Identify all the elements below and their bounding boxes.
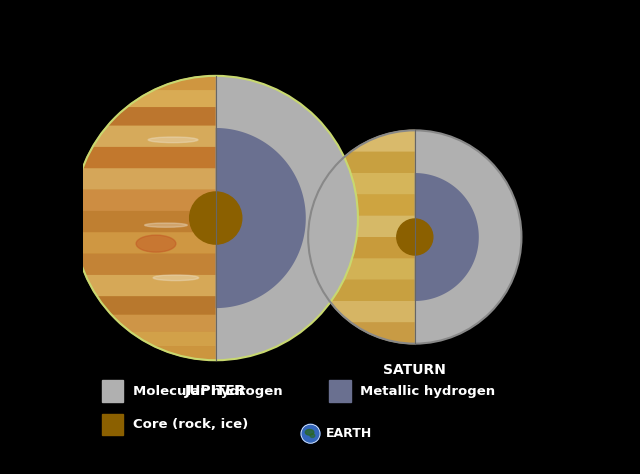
Ellipse shape	[148, 137, 198, 143]
Ellipse shape	[310, 434, 315, 438]
Polygon shape	[330, 301, 415, 322]
Ellipse shape	[153, 275, 198, 281]
Polygon shape	[74, 76, 216, 360]
Polygon shape	[127, 90, 216, 107]
Polygon shape	[216, 128, 306, 308]
Polygon shape	[308, 216, 415, 237]
Polygon shape	[154, 346, 216, 360]
Bar	[102, 380, 124, 402]
Polygon shape	[97, 296, 216, 315]
Text: Metallic hydrogen: Metallic hydrogen	[360, 384, 495, 398]
Bar	[330, 380, 351, 402]
Polygon shape	[415, 173, 479, 301]
Polygon shape	[330, 152, 415, 173]
Polygon shape	[308, 237, 415, 258]
Text: JUPITER: JUPITER	[185, 384, 246, 398]
Polygon shape	[154, 76, 216, 90]
Text: Core (rock, ice): Core (rock, ice)	[132, 418, 248, 431]
Polygon shape	[111, 315, 216, 332]
Polygon shape	[317, 280, 415, 301]
Polygon shape	[308, 130, 415, 344]
Ellipse shape	[136, 235, 176, 252]
Polygon shape	[74, 211, 216, 232]
Polygon shape	[351, 130, 415, 152]
Polygon shape	[351, 322, 415, 344]
Circle shape	[301, 424, 320, 443]
Polygon shape	[131, 332, 216, 346]
Polygon shape	[317, 173, 415, 194]
Circle shape	[189, 192, 242, 244]
Text: EARTH: EARTH	[326, 427, 372, 440]
Polygon shape	[108, 107, 216, 126]
Text: Molecular hydrogen: Molecular hydrogen	[132, 384, 282, 398]
Polygon shape	[310, 194, 415, 216]
Polygon shape	[74, 232, 216, 254]
Ellipse shape	[305, 429, 314, 435]
Circle shape	[397, 219, 433, 255]
Text: SATURN: SATURN	[383, 363, 446, 377]
Polygon shape	[74, 190, 216, 211]
Bar	[102, 413, 124, 435]
Polygon shape	[93, 126, 216, 147]
Polygon shape	[85, 275, 216, 296]
Polygon shape	[216, 76, 358, 360]
Polygon shape	[78, 254, 216, 275]
Polygon shape	[83, 147, 216, 168]
Polygon shape	[310, 258, 415, 280]
Ellipse shape	[145, 223, 188, 228]
Polygon shape	[415, 130, 522, 344]
Polygon shape	[76, 168, 216, 190]
